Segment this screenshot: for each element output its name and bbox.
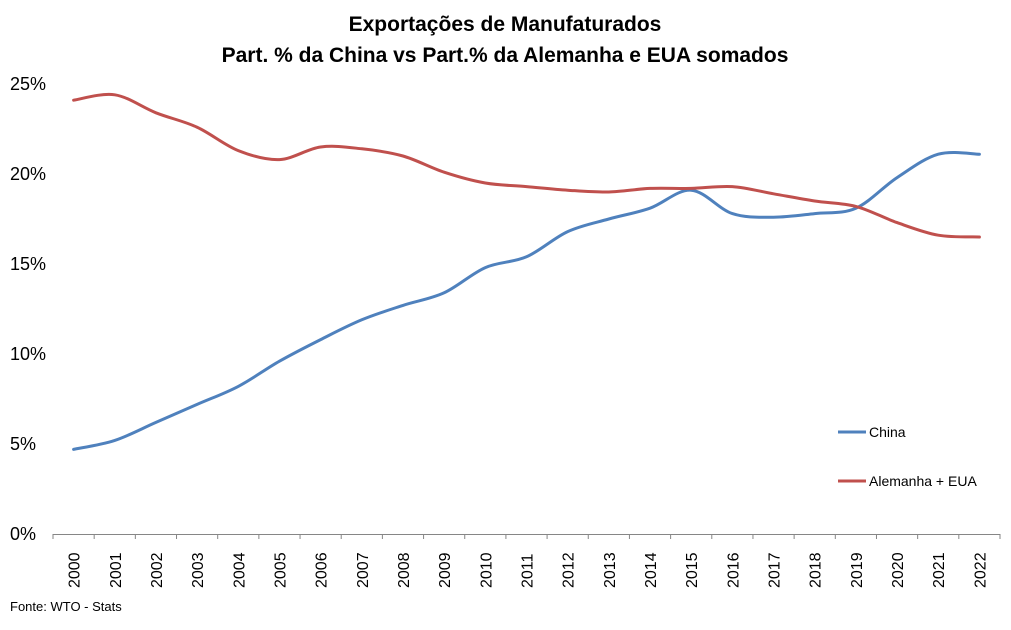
source-note: Fonte: WTO - Stats bbox=[10, 599, 122, 614]
x-tick-label: 2014 bbox=[643, 552, 660, 588]
x-tick-label: 2005 bbox=[272, 552, 289, 588]
x-tick-label: 2011 bbox=[520, 553, 537, 588]
y-tick-label: 15% bbox=[10, 254, 46, 274]
legend-label: China bbox=[869, 424, 906, 440]
y-tick-label: 5% bbox=[10, 434, 36, 454]
chart-title-line-2: Part. % da China vs Part.% da Alemanha e… bbox=[222, 44, 789, 67]
x-tick-label: 2001 bbox=[108, 552, 125, 588]
series-line-alemanha-eua bbox=[72, 92, 981, 239]
x-tick-label: 2003 bbox=[190, 552, 207, 588]
x-axis-ticks: 2000 2001 2002 2003 2004 2005 2006 2007 2008 2009… bbox=[52, 534, 1001, 588]
x-tick-label: 2021 bbox=[931, 552, 948, 588]
y-tick-label: 25% bbox=[10, 74, 46, 94]
x-tick-label: 2017 bbox=[767, 552, 784, 588]
x-tick-label: 2000 bbox=[67, 552, 84, 588]
x-tick-label: 2010 bbox=[478, 552, 495, 588]
chart-title-line-1: Exportações de Manufaturados bbox=[349, 13, 662, 36]
y-tick-label: 20% bbox=[10, 164, 46, 184]
x-tick-label: 2012 bbox=[561, 552, 578, 588]
y-tick-label: 10% bbox=[10, 344, 46, 364]
y-tick-label: 0% bbox=[10, 524, 36, 544]
x-tick-label: 2018 bbox=[808, 552, 825, 588]
x-tick-label: 2016 bbox=[725, 552, 742, 588]
x-tick-label: 2002 bbox=[149, 552, 166, 588]
legend-label: Alemanha + EUA bbox=[869, 473, 977, 489]
y-axis-ticks: 0% 5% 10% 15% 20% 25% bbox=[10, 74, 46, 544]
x-tick-label: 2019 bbox=[849, 552, 866, 588]
x-tick-label: 2020 bbox=[890, 552, 907, 588]
x-tick-label: 2009 bbox=[437, 552, 454, 588]
series-lines bbox=[72, 92, 981, 451]
x-tick-label: 2004 bbox=[231, 552, 248, 588]
legend: China Alemanha + EUA bbox=[838, 424, 977, 489]
x-tick-label: 2022 bbox=[972, 552, 989, 588]
x-tick-label: 2008 bbox=[396, 552, 413, 588]
x-tick-label: 2007 bbox=[355, 552, 372, 588]
series-line-china bbox=[72, 150, 981, 451]
x-tick-label: 2015 bbox=[684, 552, 701, 588]
x-tick-label: 2013 bbox=[602, 552, 619, 588]
x-tick-label: 2006 bbox=[314, 552, 331, 588]
